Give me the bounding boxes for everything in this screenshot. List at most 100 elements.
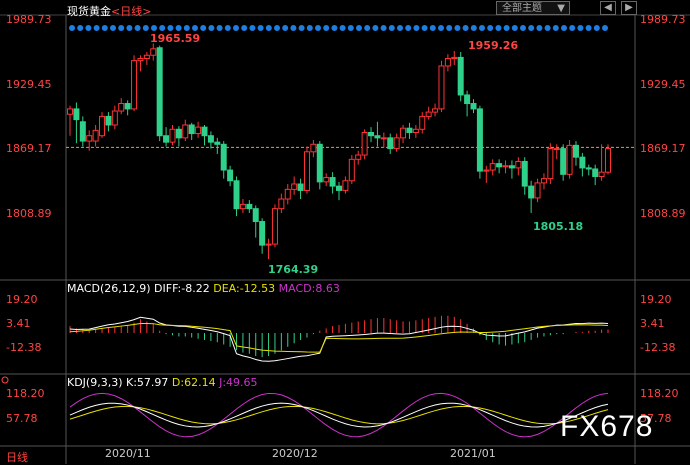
candle-body xyxy=(105,115,112,126)
event-marker-dot xyxy=(175,25,182,31)
candle-body xyxy=(227,169,234,182)
candle-body xyxy=(188,124,195,135)
candle-body xyxy=(342,180,349,191)
event-marker-dot xyxy=(405,25,412,31)
macd-axis-right-1: 19.20 xyxy=(640,293,672,306)
event-marker-dot xyxy=(446,25,453,31)
price-label-left-3: 1869.17 xyxy=(6,142,52,155)
chevron-down-icon: ▼ xyxy=(557,3,565,14)
candle-body xyxy=(329,177,336,187)
day-tab[interactable]: 日线 xyxy=(6,451,28,464)
candle-body xyxy=(534,182,541,199)
event-marker-dot xyxy=(126,25,133,31)
event-marker-dot xyxy=(241,25,248,31)
price-label-right-3: 1869.17 xyxy=(640,142,686,155)
price-label-left-1: 1989.73 xyxy=(6,13,52,26)
kdj-k-line xyxy=(69,402,609,428)
next-button[interactable]: ▶ xyxy=(621,1,637,15)
candle-body xyxy=(451,56,458,59)
brand-watermark: FX678 xyxy=(560,410,654,443)
event-marker-dot xyxy=(274,25,280,31)
event-marker-dot xyxy=(331,25,338,31)
macd-axis-left-2: 3.41 xyxy=(6,317,31,330)
chart-header: 现货黄金<日线> xyxy=(67,3,151,19)
macd-value: MACD:8.63 xyxy=(278,282,340,295)
candle-body xyxy=(547,148,554,180)
candle-body xyxy=(336,185,342,191)
candle-body xyxy=(259,221,266,246)
event-marker-dot xyxy=(397,25,403,31)
event-marker-dot xyxy=(380,25,387,31)
candle-body xyxy=(150,48,157,56)
event-marker-dot xyxy=(323,25,330,31)
kdj-header: KDJ(9,3,3) K:57.97 D:62.14 J:49.65 xyxy=(67,376,258,389)
candle-body xyxy=(163,135,170,143)
event-marker-dot xyxy=(315,25,321,31)
kdj-axis-right-1: 118.20 xyxy=(640,387,679,400)
event-marker-dot xyxy=(421,25,428,31)
candle-body xyxy=(252,208,259,223)
low-annotation-1: 1764.39 xyxy=(268,263,319,276)
candle-body xyxy=(476,108,483,172)
event-marker-dot xyxy=(585,25,592,31)
event-marker-dot xyxy=(511,25,518,31)
candle-body xyxy=(572,144,579,158)
kdj-d: D:62.14 xyxy=(171,376,216,389)
event-marker-dot xyxy=(495,25,502,31)
high-annotation-1: 1965.59 xyxy=(150,32,201,45)
event-marker-dot xyxy=(577,25,584,31)
event-marker-dot xyxy=(438,25,444,31)
candle-body xyxy=(361,131,368,156)
candle-body xyxy=(99,115,106,137)
event-marker-dot xyxy=(454,25,461,31)
macd-axis-right-2: 3.41 xyxy=(640,317,665,330)
theme-dropdown[interactable]: 全部主题 ▼ xyxy=(496,1,570,15)
kdj-k: K:57.97 xyxy=(126,376,169,389)
candle-body xyxy=(521,160,528,187)
candle-body xyxy=(579,156,586,169)
candle-body xyxy=(585,167,592,170)
candle-body xyxy=(156,47,163,137)
candle-body xyxy=(553,148,560,151)
price-label-right-2: 1929.45 xyxy=(640,78,686,91)
candle-body xyxy=(278,198,285,210)
event-marker-dot xyxy=(544,25,551,31)
event-marker-dot xyxy=(208,25,215,31)
macd-diff: DIFF:-8.22 xyxy=(154,282,210,295)
candle-body xyxy=(348,158,355,182)
event-marker-dot xyxy=(413,25,420,31)
candle-body xyxy=(380,137,387,140)
candle-body xyxy=(496,163,503,168)
event-marker-dot xyxy=(356,25,362,31)
candle-body xyxy=(464,94,471,105)
event-marker-dot xyxy=(134,25,141,31)
event-marker-dot xyxy=(429,25,436,31)
candle-body xyxy=(425,111,432,117)
candle-body xyxy=(540,178,547,184)
candle-body xyxy=(323,177,330,183)
candle-body xyxy=(316,143,323,183)
candle-body xyxy=(182,124,189,139)
candle-body xyxy=(73,108,80,121)
event-marker-dot xyxy=(462,25,469,31)
event-marker-dot xyxy=(298,25,305,31)
candle-body xyxy=(118,103,125,112)
candle-body xyxy=(195,126,202,135)
candle-body xyxy=(393,137,400,150)
event-marker-dot xyxy=(290,25,297,31)
timeframe-label[interactable]: <日线> xyxy=(111,5,152,18)
candle-body xyxy=(470,103,477,110)
candle-body xyxy=(483,169,490,172)
event-marker-dot xyxy=(372,25,379,31)
date-label-3: 2021/01 xyxy=(450,447,496,460)
event-marker-dot xyxy=(69,25,75,31)
prev-button[interactable]: ◀ xyxy=(600,1,616,15)
event-marker-dot xyxy=(561,25,567,31)
candle-body xyxy=(297,183,304,191)
macd-dea: DEA:-12.53 xyxy=(213,282,276,295)
event-marker-dot xyxy=(339,25,346,31)
event-marker-dot xyxy=(183,25,190,31)
candle-body xyxy=(67,108,73,115)
event-marker-dot xyxy=(470,25,477,31)
